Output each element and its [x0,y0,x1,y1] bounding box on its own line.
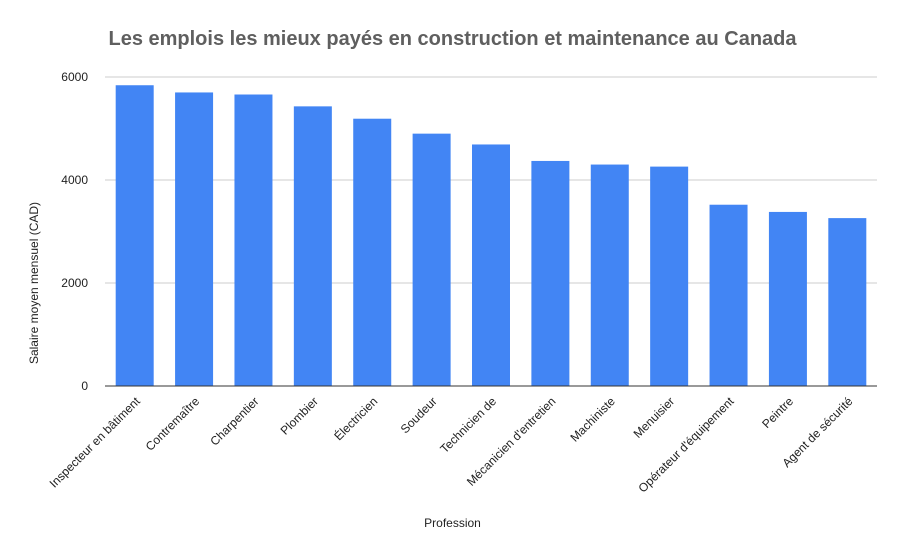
bar [650,166,689,386]
y-tick-labels: 0 2000 4000 6000 [61,70,88,393]
bar [353,118,392,386]
x-tick-label: Inspecteur en bâtiment [47,394,144,491]
bars [115,85,867,387]
x-tick-label: Soudeur [398,394,440,436]
bar [293,106,332,386]
x-tick-label: Électricien [331,394,381,444]
x-tick-label: Peintre [759,394,796,431]
bar [768,211,807,386]
x-tick-label: Opérateur d'équipement [636,394,738,496]
x-tick-label: Technicien de [437,394,499,456]
y-tick-label: 2000 [61,276,88,290]
bar [472,144,510,386]
x-tick-label: Plombier [278,394,321,437]
x-tick-label: Charpentier [207,394,261,448]
bar [175,92,214,386]
x-axis-label: Profession [424,516,481,530]
bar [590,164,629,386]
y-tick-label: 6000 [61,70,88,84]
bar [412,133,451,386]
x-tick-label: Menuisier [631,394,678,441]
bar [531,160,570,386]
y-tick-label: 4000 [61,173,88,187]
x-tick-labels: Inspecteur en bâtiment Contremaître Charpe… [47,394,856,496]
bar [709,204,748,386]
bar [115,85,154,387]
bar [828,218,867,386]
x-tick-label: Contremaître [143,394,203,454]
chart-title: Les emplois les mieux payés en construct… [108,28,797,50]
y-tick-label: 0 [81,379,88,393]
y-axis-label: Salaire moyen mensuel (CAD) [27,202,41,364]
x-tick-label: Machiniste [567,394,618,445]
bar [234,94,273,386]
